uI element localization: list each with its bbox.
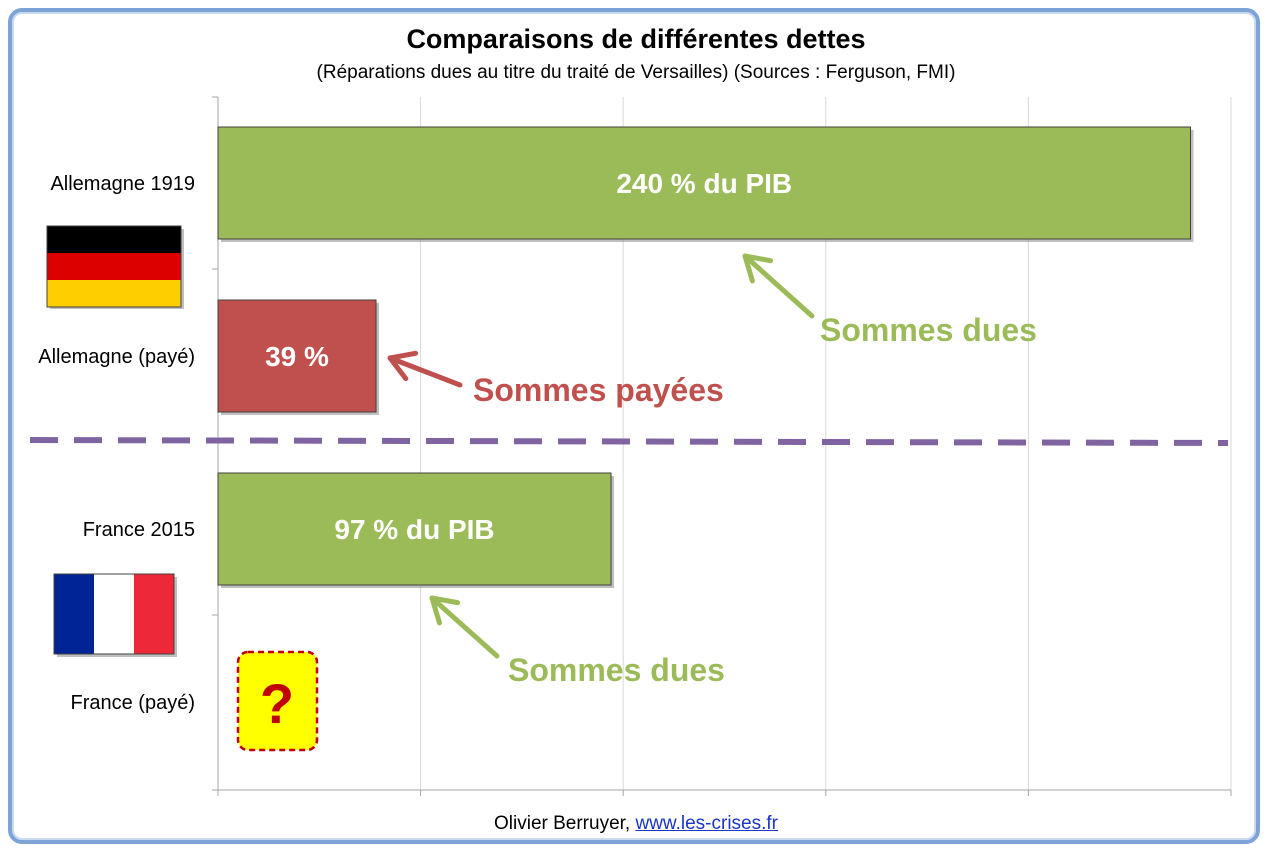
chart-subtitle: (Réparations dues au titre du traité de … xyxy=(316,62,956,83)
chart-title: Comparaisons de différentes dettes xyxy=(406,24,866,54)
annotation-sommes-dues: Sommes dues xyxy=(820,312,1037,348)
arrow-sommes-dues-2015 xyxy=(429,595,500,659)
flag-border xyxy=(53,573,175,655)
question-mark-box: ? xyxy=(236,650,319,752)
france-flag xyxy=(53,573,177,657)
flag-stripe xyxy=(54,574,94,654)
flags xyxy=(46,225,184,657)
arrow-shaft xyxy=(742,253,815,319)
bars: 240 % du PIB 39 % 97 % du PIB xyxy=(217,126,1194,588)
footer: Olivier Berruyer, www.les-crises.fr xyxy=(0,813,1272,835)
question-mark: ? xyxy=(260,672,294,735)
flag-border xyxy=(46,225,182,308)
flag-stripe xyxy=(94,574,134,654)
annotation-sommes-dues: Sommes dues xyxy=(508,652,725,688)
category-label: Allemagne 1919 xyxy=(50,173,195,195)
arrow-head xyxy=(429,595,461,626)
flag-stripe xyxy=(47,226,181,253)
germany-flag xyxy=(46,225,184,309)
footer-link[interactable]: www.les-crises.fr xyxy=(635,813,778,834)
arrow-shaft xyxy=(387,355,463,388)
annotation-sommes-payees: Sommes payées xyxy=(473,372,724,408)
bar xyxy=(217,126,1191,240)
data-label: 240 % du PIB xyxy=(616,168,792,199)
data-label: 97 % du PIB xyxy=(334,514,494,545)
category-labels: Allemagne 1919 Allemagne (payé) France 201… xyxy=(38,173,195,714)
arrow-sommes-payees xyxy=(387,350,463,388)
arrow-head xyxy=(742,253,774,284)
flag-stripe xyxy=(47,280,181,307)
flag-stripe xyxy=(47,253,181,280)
footer-author: Olivier Berruyer, xyxy=(494,813,631,834)
arrow-head xyxy=(387,350,419,382)
separator-line xyxy=(29,437,1229,446)
category-label: France 2015 xyxy=(83,519,195,541)
bar xyxy=(217,472,612,586)
category-label: France (payé) xyxy=(71,692,196,714)
question-box xyxy=(236,650,319,752)
annotations: Sommes dues Sommes payées Sommes dues? xyxy=(29,253,1229,752)
flag-stripe xyxy=(134,574,174,654)
bar xyxy=(217,299,377,413)
data-label: 39 % xyxy=(265,341,329,372)
arrow-sommes-dues-1919 xyxy=(742,253,815,319)
category-label: Allemagne (payé) xyxy=(38,346,195,368)
arrow-shaft xyxy=(429,595,500,659)
